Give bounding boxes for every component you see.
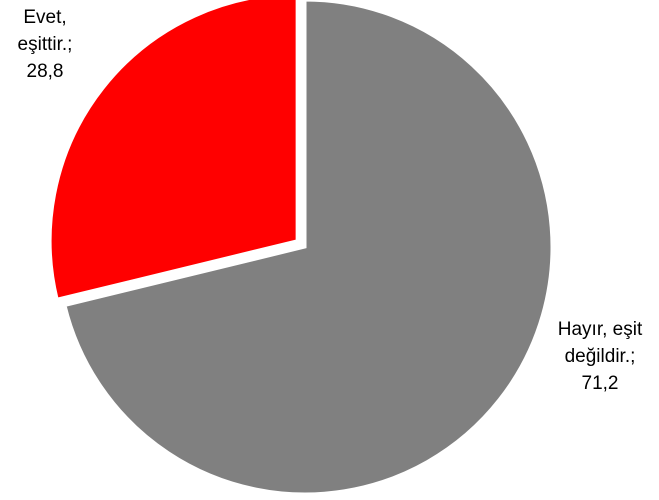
- pie-slice-evet: [48, 0, 299, 302]
- data-label-evet-value: 28,8: [26, 61, 64, 82]
- data-label-hayir-line-1: Hayır, eşit: [557, 319, 643, 340]
- data-label-evet-line-1: Evet,: [23, 7, 67, 28]
- pie-slice-hayir: [63, 0, 554, 496]
- data-label-evet: Evet, eşittir.; 28,8: [0, 4, 90, 85]
- data-label-hayir: Hayır, eşit değildir.; 71,2: [541, 316, 659, 397]
- data-label-hayir-value: 71,2: [581, 373, 619, 394]
- data-label-evet-line-2: eşittir.;: [17, 34, 73, 55]
- data-label-hayir-line-2: değildir.;: [564, 346, 636, 367]
